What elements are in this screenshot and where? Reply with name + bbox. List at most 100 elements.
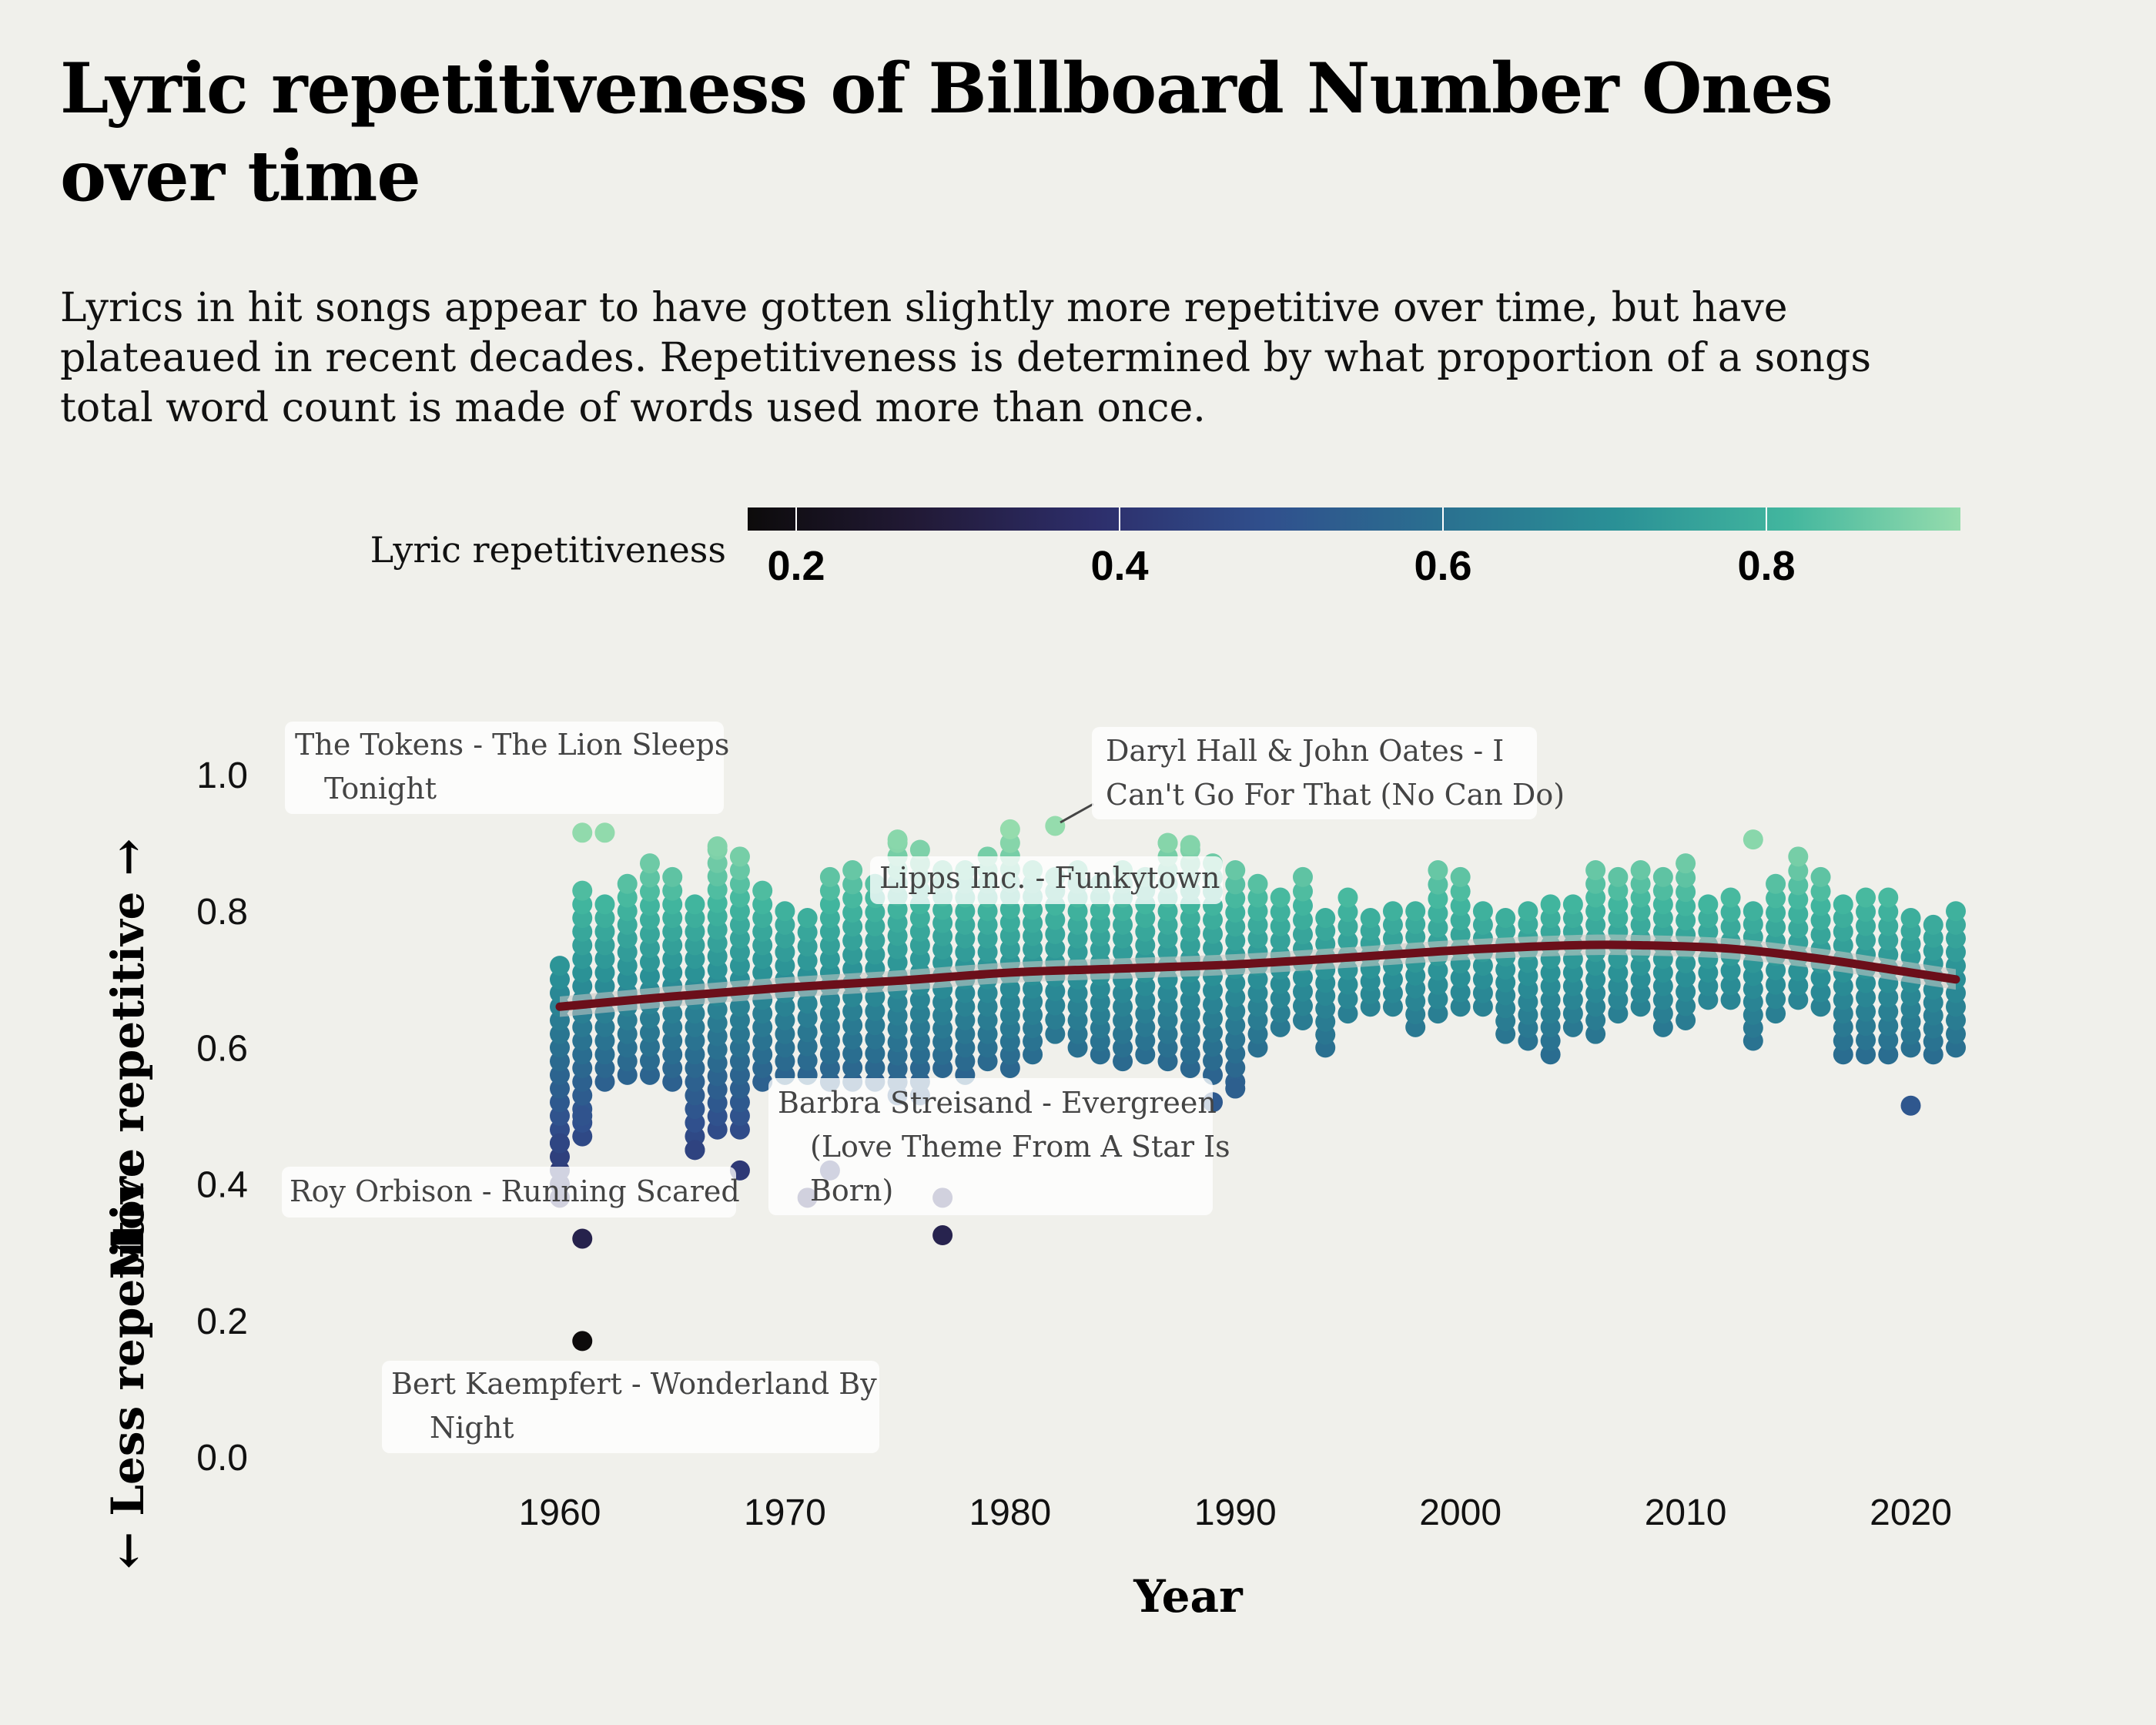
data-point xyxy=(1337,930,1358,951)
data-point xyxy=(1045,816,1066,836)
data-point xyxy=(865,944,886,965)
data-point xyxy=(639,1008,660,1029)
data-point xyxy=(1180,835,1200,856)
data-point xyxy=(1766,989,1786,1010)
data-point xyxy=(1856,1044,1876,1065)
data-point xyxy=(1225,860,1246,881)
data-point xyxy=(1766,873,1786,894)
data-point xyxy=(842,1057,863,1078)
data-point xyxy=(1676,853,1696,874)
trend-line-group xyxy=(555,934,1960,1017)
data-point xyxy=(887,829,908,850)
data-point xyxy=(1676,967,1696,988)
data-point xyxy=(729,846,750,867)
annotation-label: Born) xyxy=(810,1174,893,1208)
data-point xyxy=(1766,888,1786,909)
data-point xyxy=(1946,901,1966,922)
y-tick-label: 1.0 xyxy=(196,755,248,796)
data-point xyxy=(1225,1001,1246,1022)
data-point xyxy=(1856,973,1876,993)
data-point xyxy=(594,894,615,915)
color-legend: Lyric repetitiveness 0.2 0.4 0.6 0.8 xyxy=(370,507,1960,589)
data-point xyxy=(1856,902,1876,923)
data-point xyxy=(1270,973,1291,994)
data-point xyxy=(1270,902,1291,923)
data-point xyxy=(1878,987,1899,1008)
data-point xyxy=(842,888,863,909)
data-point xyxy=(639,867,660,888)
annotation-label: (Love Theme From A Star Is xyxy=(810,1130,1230,1164)
data-point xyxy=(1203,994,1224,1015)
data-point xyxy=(797,1007,818,1028)
annotations: The Tokens - The Lion Sleeps Tonight Daryl… xyxy=(282,722,1565,1453)
data-point xyxy=(1833,894,1853,915)
data-point xyxy=(1788,860,1809,881)
data-point xyxy=(1337,916,1358,937)
annotation-box xyxy=(282,1167,736,1218)
data-point xyxy=(639,853,660,874)
data-point xyxy=(1856,987,1876,1008)
annotation-label: Night xyxy=(430,1411,514,1445)
data-point xyxy=(572,1331,593,1352)
data-point xyxy=(1766,903,1786,923)
data-point xyxy=(1472,901,1493,922)
data-point xyxy=(1450,996,1471,1017)
data-point xyxy=(842,944,863,965)
annotation-box xyxy=(285,722,724,814)
data-point xyxy=(1203,1008,1224,1029)
data-point xyxy=(1045,1023,1066,1044)
data-point xyxy=(1225,973,1246,993)
data-point xyxy=(1810,924,1831,945)
data-point xyxy=(572,880,593,901)
annotation: Lipps Inc. - Funkytown xyxy=(870,856,1223,904)
data-point xyxy=(662,866,683,887)
data-point xyxy=(1203,923,1224,944)
data-point xyxy=(1788,889,1809,910)
data-point xyxy=(1562,894,1583,915)
data-point xyxy=(1720,960,1741,981)
annotation-label: Can't Go For That (No Can Do) xyxy=(1106,778,1565,812)
data-point xyxy=(1676,896,1696,916)
data-point xyxy=(1608,866,1629,887)
data-point xyxy=(1676,882,1696,903)
data-point xyxy=(865,1057,886,1078)
data-point xyxy=(842,916,863,937)
data-point xyxy=(1045,924,1066,945)
data-point xyxy=(932,1225,953,1246)
data-point xyxy=(1270,887,1291,908)
annotation: The Tokens - The Lion Sleeps Tonight xyxy=(285,722,729,814)
data-point xyxy=(1203,938,1224,959)
annotation-leader-line xyxy=(1060,802,1094,824)
data-point xyxy=(1225,1015,1246,1036)
data-point xyxy=(1428,860,1448,881)
x-tick-label: 2020 xyxy=(1870,1492,1952,1533)
trend-confidence-band xyxy=(560,934,1956,1017)
data-point xyxy=(1676,867,1696,888)
trend-line xyxy=(555,940,1960,1011)
data-point xyxy=(1676,996,1696,1017)
y-axis: 0.0 0.2 0.4 0.6 0.8 1.0 xyxy=(196,755,248,1479)
data-point xyxy=(1337,1003,1358,1024)
y-axis-title-upper: More repetitive → xyxy=(102,839,154,1280)
annotation-box xyxy=(382,1361,879,1453)
data-point xyxy=(1766,960,1786,980)
data-point xyxy=(797,993,818,1014)
data-point xyxy=(1856,1016,1876,1037)
data-point xyxy=(1225,888,1246,909)
data-point xyxy=(865,902,886,923)
data-point xyxy=(797,1050,818,1071)
data-point xyxy=(752,880,773,901)
y-tick-label: 0.8 xyxy=(196,892,248,933)
data-point xyxy=(1270,1003,1291,1023)
data-point xyxy=(1270,916,1291,936)
data-point xyxy=(1810,982,1831,1003)
data-point xyxy=(1292,881,1313,902)
data-point xyxy=(1720,887,1741,908)
data-point xyxy=(1788,846,1809,867)
y-tick-label: 0.0 xyxy=(196,1438,248,1479)
data-point xyxy=(1743,901,1763,922)
annotation-box xyxy=(870,856,1223,904)
data-point xyxy=(1878,930,1899,951)
x-tick-label: 1990 xyxy=(1194,1492,1277,1533)
